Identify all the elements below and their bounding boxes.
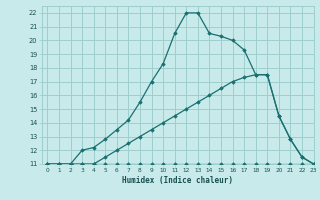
X-axis label: Humidex (Indice chaleur): Humidex (Indice chaleur): [122, 176, 233, 185]
